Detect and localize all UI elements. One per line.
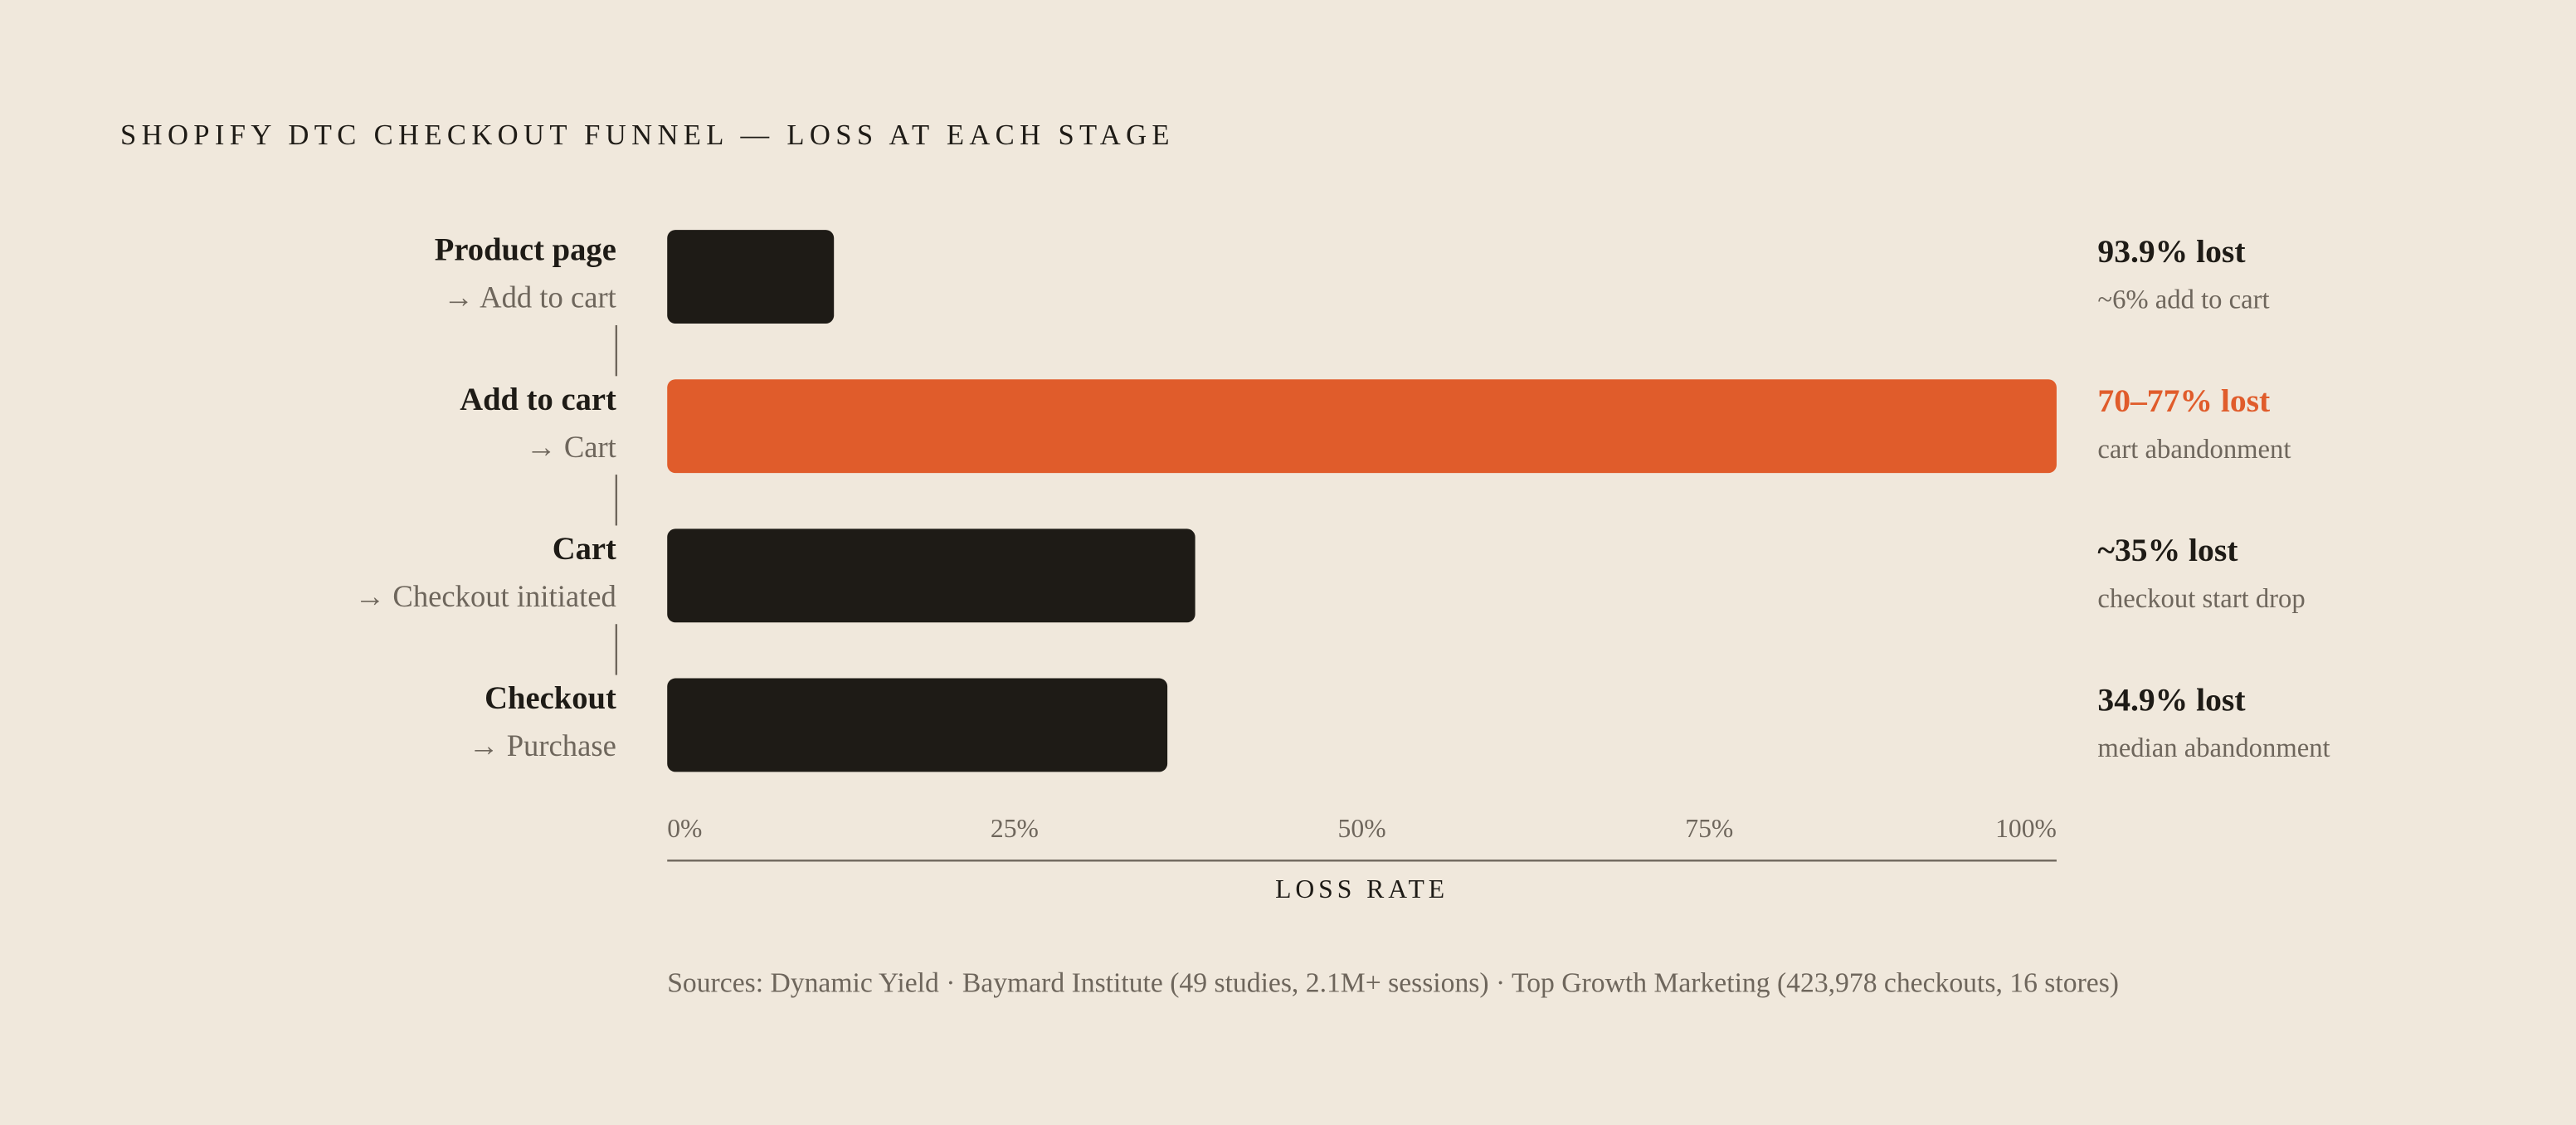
category-label: Product page bbox=[435, 233, 616, 268]
source-note: Sources: Dynamic Yield · Baymard Institu… bbox=[667, 967, 2119, 998]
annotation-sublabel: ~6% add to cart bbox=[2097, 285, 2269, 315]
category-label: Checkout bbox=[485, 681, 616, 716]
annotation-sublabel: cart abandonment bbox=[2097, 435, 2291, 465]
bar bbox=[667, 379, 2057, 474]
category-label: Add to cart bbox=[460, 382, 616, 417]
bar bbox=[667, 528, 1195, 623]
bar bbox=[667, 678, 1168, 772]
annotation: ~35% lost bbox=[2097, 532, 2238, 568]
category-label: Cart bbox=[553, 532, 616, 567]
annotation-sublabel: median abandonment bbox=[2097, 733, 2330, 763]
x-axis-title: LOSS RATE bbox=[1275, 874, 1449, 903]
x-tick-label: 0% bbox=[667, 814, 702, 843]
category-sublabel: → Checkout initiated bbox=[355, 579, 616, 613]
annotation: 70–77% lost bbox=[2097, 382, 2270, 419]
category-sublabel: → Add to cart bbox=[443, 280, 616, 314]
annotation-sublabel: checkout start drop bbox=[2097, 584, 2305, 614]
chart-title: SHOPIFY DTC CHECKOUT FUNNEL — LOSS AT EA… bbox=[120, 119, 1175, 151]
annotation: 93.9% lost bbox=[2097, 233, 2245, 270]
x-tick-label: 50% bbox=[1338, 814, 1386, 843]
category-sublabel: → Purchase bbox=[469, 728, 616, 762]
bar bbox=[667, 230, 835, 324]
annotation: 34.9% lost bbox=[2097, 681, 2245, 718]
category-sublabel: → Cart bbox=[526, 430, 616, 464]
x-tick-label: 75% bbox=[1685, 814, 1733, 843]
x-tick-label: 25% bbox=[991, 814, 1039, 843]
x-tick-label: 100% bbox=[1995, 814, 2057, 843]
